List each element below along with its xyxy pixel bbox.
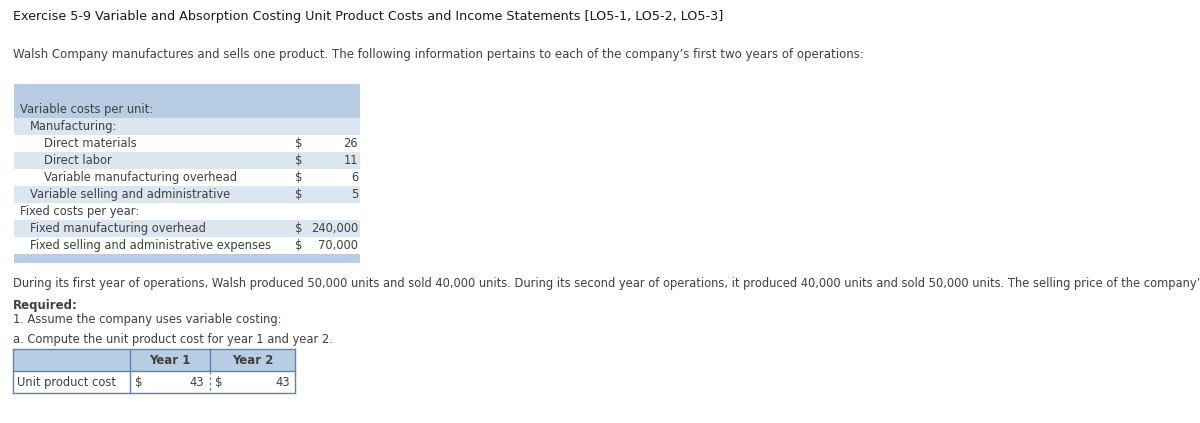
Bar (13, 371, 295, 393)
Text: $: $ (215, 376, 222, 389)
Bar (14, 169, 360, 186)
Text: $: $ (295, 188, 302, 201)
Text: Manufacturing:: Manufacturing: (30, 120, 118, 133)
Bar (14, 186, 360, 203)
Text: During its first year of operations, Walsh produced 50,000 units and sold 40,000: During its first year of operations, Wal… (13, 277, 1200, 290)
Text: Required:: Required: (13, 299, 78, 312)
Text: 43: 43 (190, 376, 204, 389)
Text: Variable manufacturing overhead: Variable manufacturing overhead (44, 171, 238, 184)
Text: Walsh Company manufactures and sells one product. The following information pert: Walsh Company manufactures and sells one… (13, 48, 864, 61)
Text: Variable selling and administrative: Variable selling and administrative (30, 188, 230, 201)
Text: $: $ (295, 222, 302, 235)
Bar (14, 254, 360, 264)
Bar (14, 84, 360, 101)
Text: Direct materials: Direct materials (44, 137, 137, 150)
Text: Variable costs per unit:: Variable costs per unit: (20, 103, 154, 116)
Text: $: $ (295, 154, 302, 167)
Text: Year 2: Year 2 (232, 354, 274, 367)
Bar (14, 237, 360, 254)
Text: 5: 5 (350, 188, 358, 201)
Bar (14, 203, 360, 220)
Text: $: $ (295, 137, 302, 150)
Text: 6: 6 (350, 171, 358, 184)
Bar (14, 118, 360, 135)
Text: Fixed costs per year:: Fixed costs per year: (20, 205, 139, 218)
Text: 26: 26 (343, 137, 358, 150)
Text: Direct labor: Direct labor (44, 154, 112, 167)
Text: Fixed manufacturing overhead: Fixed manufacturing overhead (30, 222, 206, 235)
Bar (14, 101, 360, 118)
Text: $: $ (134, 376, 143, 389)
Text: 43: 43 (275, 376, 290, 389)
Text: a. Compute the unit product cost for year 1 and year 2.: a. Compute the unit product cost for yea… (13, 333, 332, 346)
Text: 240,000: 240,000 (311, 222, 358, 235)
Text: 1. Assume the company uses variable costing:: 1. Assume the company uses variable cost… (13, 313, 282, 327)
Bar (14, 135, 360, 152)
Bar (14, 220, 360, 237)
Bar (14, 152, 360, 169)
Text: 70,000: 70,000 (318, 239, 358, 252)
Text: $: $ (295, 171, 302, 184)
Text: Fixed selling and administrative expenses: Fixed selling and administrative expense… (30, 239, 271, 252)
Text: 11: 11 (343, 154, 358, 167)
Text: $: $ (295, 239, 302, 252)
Text: Exercise 5-9 Variable and Absorption Costing Unit Product Costs and Income State: Exercise 5-9 Variable and Absorption Cos… (13, 10, 724, 23)
Text: Year 1: Year 1 (149, 354, 191, 367)
Bar (13, 349, 295, 371)
Text: Unit product cost: Unit product cost (17, 376, 116, 389)
